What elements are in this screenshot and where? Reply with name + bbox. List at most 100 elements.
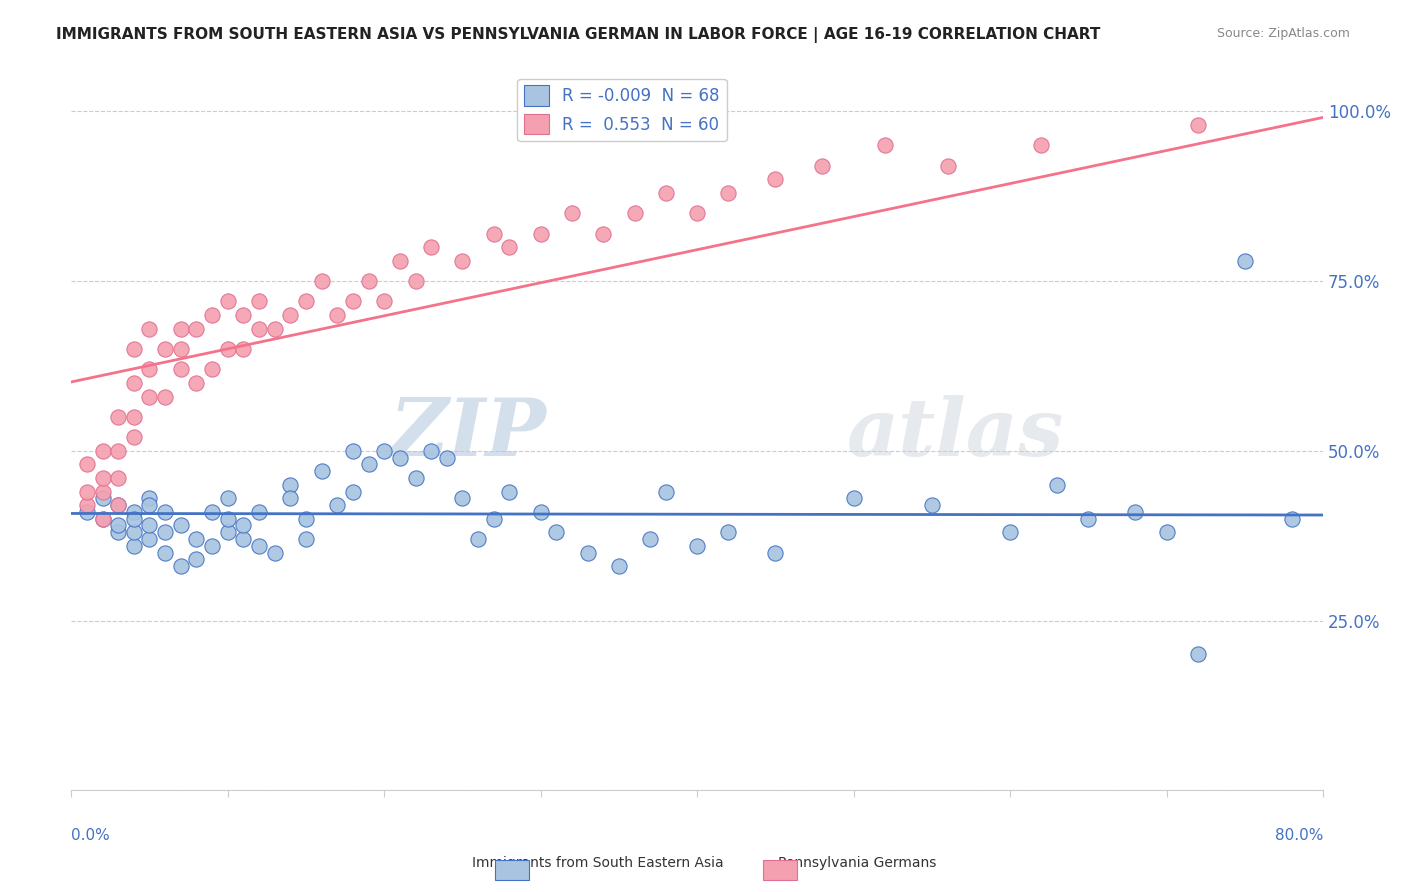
Point <box>153 505 176 519</box>
Point <box>561 206 583 220</box>
Legend: R = -0.009  N = 68, R =  0.553  N = 60: R = -0.009 N = 68, R = 0.553 N = 60 <box>517 78 727 141</box>
Point <box>122 525 145 540</box>
Point <box>138 362 160 376</box>
Point <box>342 294 364 309</box>
Point <box>91 484 114 499</box>
Point <box>201 539 224 553</box>
Point <box>295 532 318 546</box>
Point <box>170 518 193 533</box>
Point <box>873 138 896 153</box>
Point <box>326 308 349 322</box>
Point <box>107 525 129 540</box>
Point <box>405 471 427 485</box>
Point <box>530 505 553 519</box>
Point <box>1233 253 1256 268</box>
Point <box>498 484 520 499</box>
Point <box>138 390 160 404</box>
Point <box>530 227 553 241</box>
Point <box>546 525 568 540</box>
Point <box>91 491 114 506</box>
Point <box>170 362 193 376</box>
Point <box>686 539 709 553</box>
Point <box>107 471 129 485</box>
Point <box>247 294 270 309</box>
Point <box>201 362 224 376</box>
Point <box>388 450 411 465</box>
Text: 0.0%: 0.0% <box>72 828 110 843</box>
Point <box>153 525 176 540</box>
Point <box>263 546 285 560</box>
Point <box>1125 505 1147 519</box>
Point <box>247 539 270 553</box>
Point <box>1077 511 1099 525</box>
Point <box>998 525 1021 540</box>
Point <box>278 308 301 322</box>
Point <box>122 511 145 525</box>
Point <box>921 498 943 512</box>
Point <box>153 390 176 404</box>
Point <box>232 342 254 356</box>
Point <box>91 471 114 485</box>
Text: ZIP: ZIP <box>389 395 547 473</box>
Point <box>232 308 254 322</box>
Point <box>170 342 193 356</box>
Point <box>311 274 333 288</box>
Point <box>451 491 474 506</box>
Point <box>1046 477 1069 491</box>
Point <box>1031 138 1053 153</box>
Point <box>482 227 505 241</box>
Point <box>138 498 160 512</box>
Point <box>936 159 959 173</box>
Point <box>138 491 160 506</box>
Point <box>263 321 285 335</box>
Point <box>655 186 678 200</box>
Point <box>592 227 614 241</box>
Point <box>91 511 114 525</box>
Point <box>107 498 129 512</box>
Point <box>201 308 224 322</box>
Point <box>655 484 678 499</box>
Point <box>1156 525 1178 540</box>
Point <box>217 525 239 540</box>
Point <box>388 253 411 268</box>
Point <box>76 458 98 472</box>
Point <box>186 321 208 335</box>
Point <box>342 443 364 458</box>
Point <box>91 443 114 458</box>
Point <box>247 505 270 519</box>
Point <box>278 477 301 491</box>
Point <box>138 321 160 335</box>
Point <box>76 505 98 519</box>
Point <box>498 240 520 254</box>
Point <box>420 443 443 458</box>
Text: Pennsylvania Germans: Pennsylvania Germans <box>779 855 936 870</box>
Point <box>122 505 145 519</box>
Point <box>217 294 239 309</box>
Point <box>765 172 787 186</box>
Point <box>107 498 129 512</box>
Point <box>138 532 160 546</box>
Point <box>170 559 193 574</box>
Point <box>186 532 208 546</box>
Point <box>1187 648 1209 662</box>
Point <box>686 206 709 220</box>
Point <box>451 253 474 268</box>
Point <box>295 511 318 525</box>
Point <box>405 274 427 288</box>
Point <box>153 342 176 356</box>
Point <box>76 484 98 499</box>
Point <box>373 294 395 309</box>
Point <box>122 539 145 553</box>
Point <box>76 498 98 512</box>
Text: 80.0%: 80.0% <box>1275 828 1323 843</box>
Point <box>217 342 239 356</box>
Point <box>217 511 239 525</box>
Point <box>326 498 349 512</box>
Point <box>436 450 458 465</box>
Point <box>342 484 364 499</box>
Point <box>576 546 599 560</box>
Point <box>295 294 318 309</box>
Point <box>311 464 333 478</box>
Point <box>765 546 787 560</box>
Point <box>638 532 661 546</box>
